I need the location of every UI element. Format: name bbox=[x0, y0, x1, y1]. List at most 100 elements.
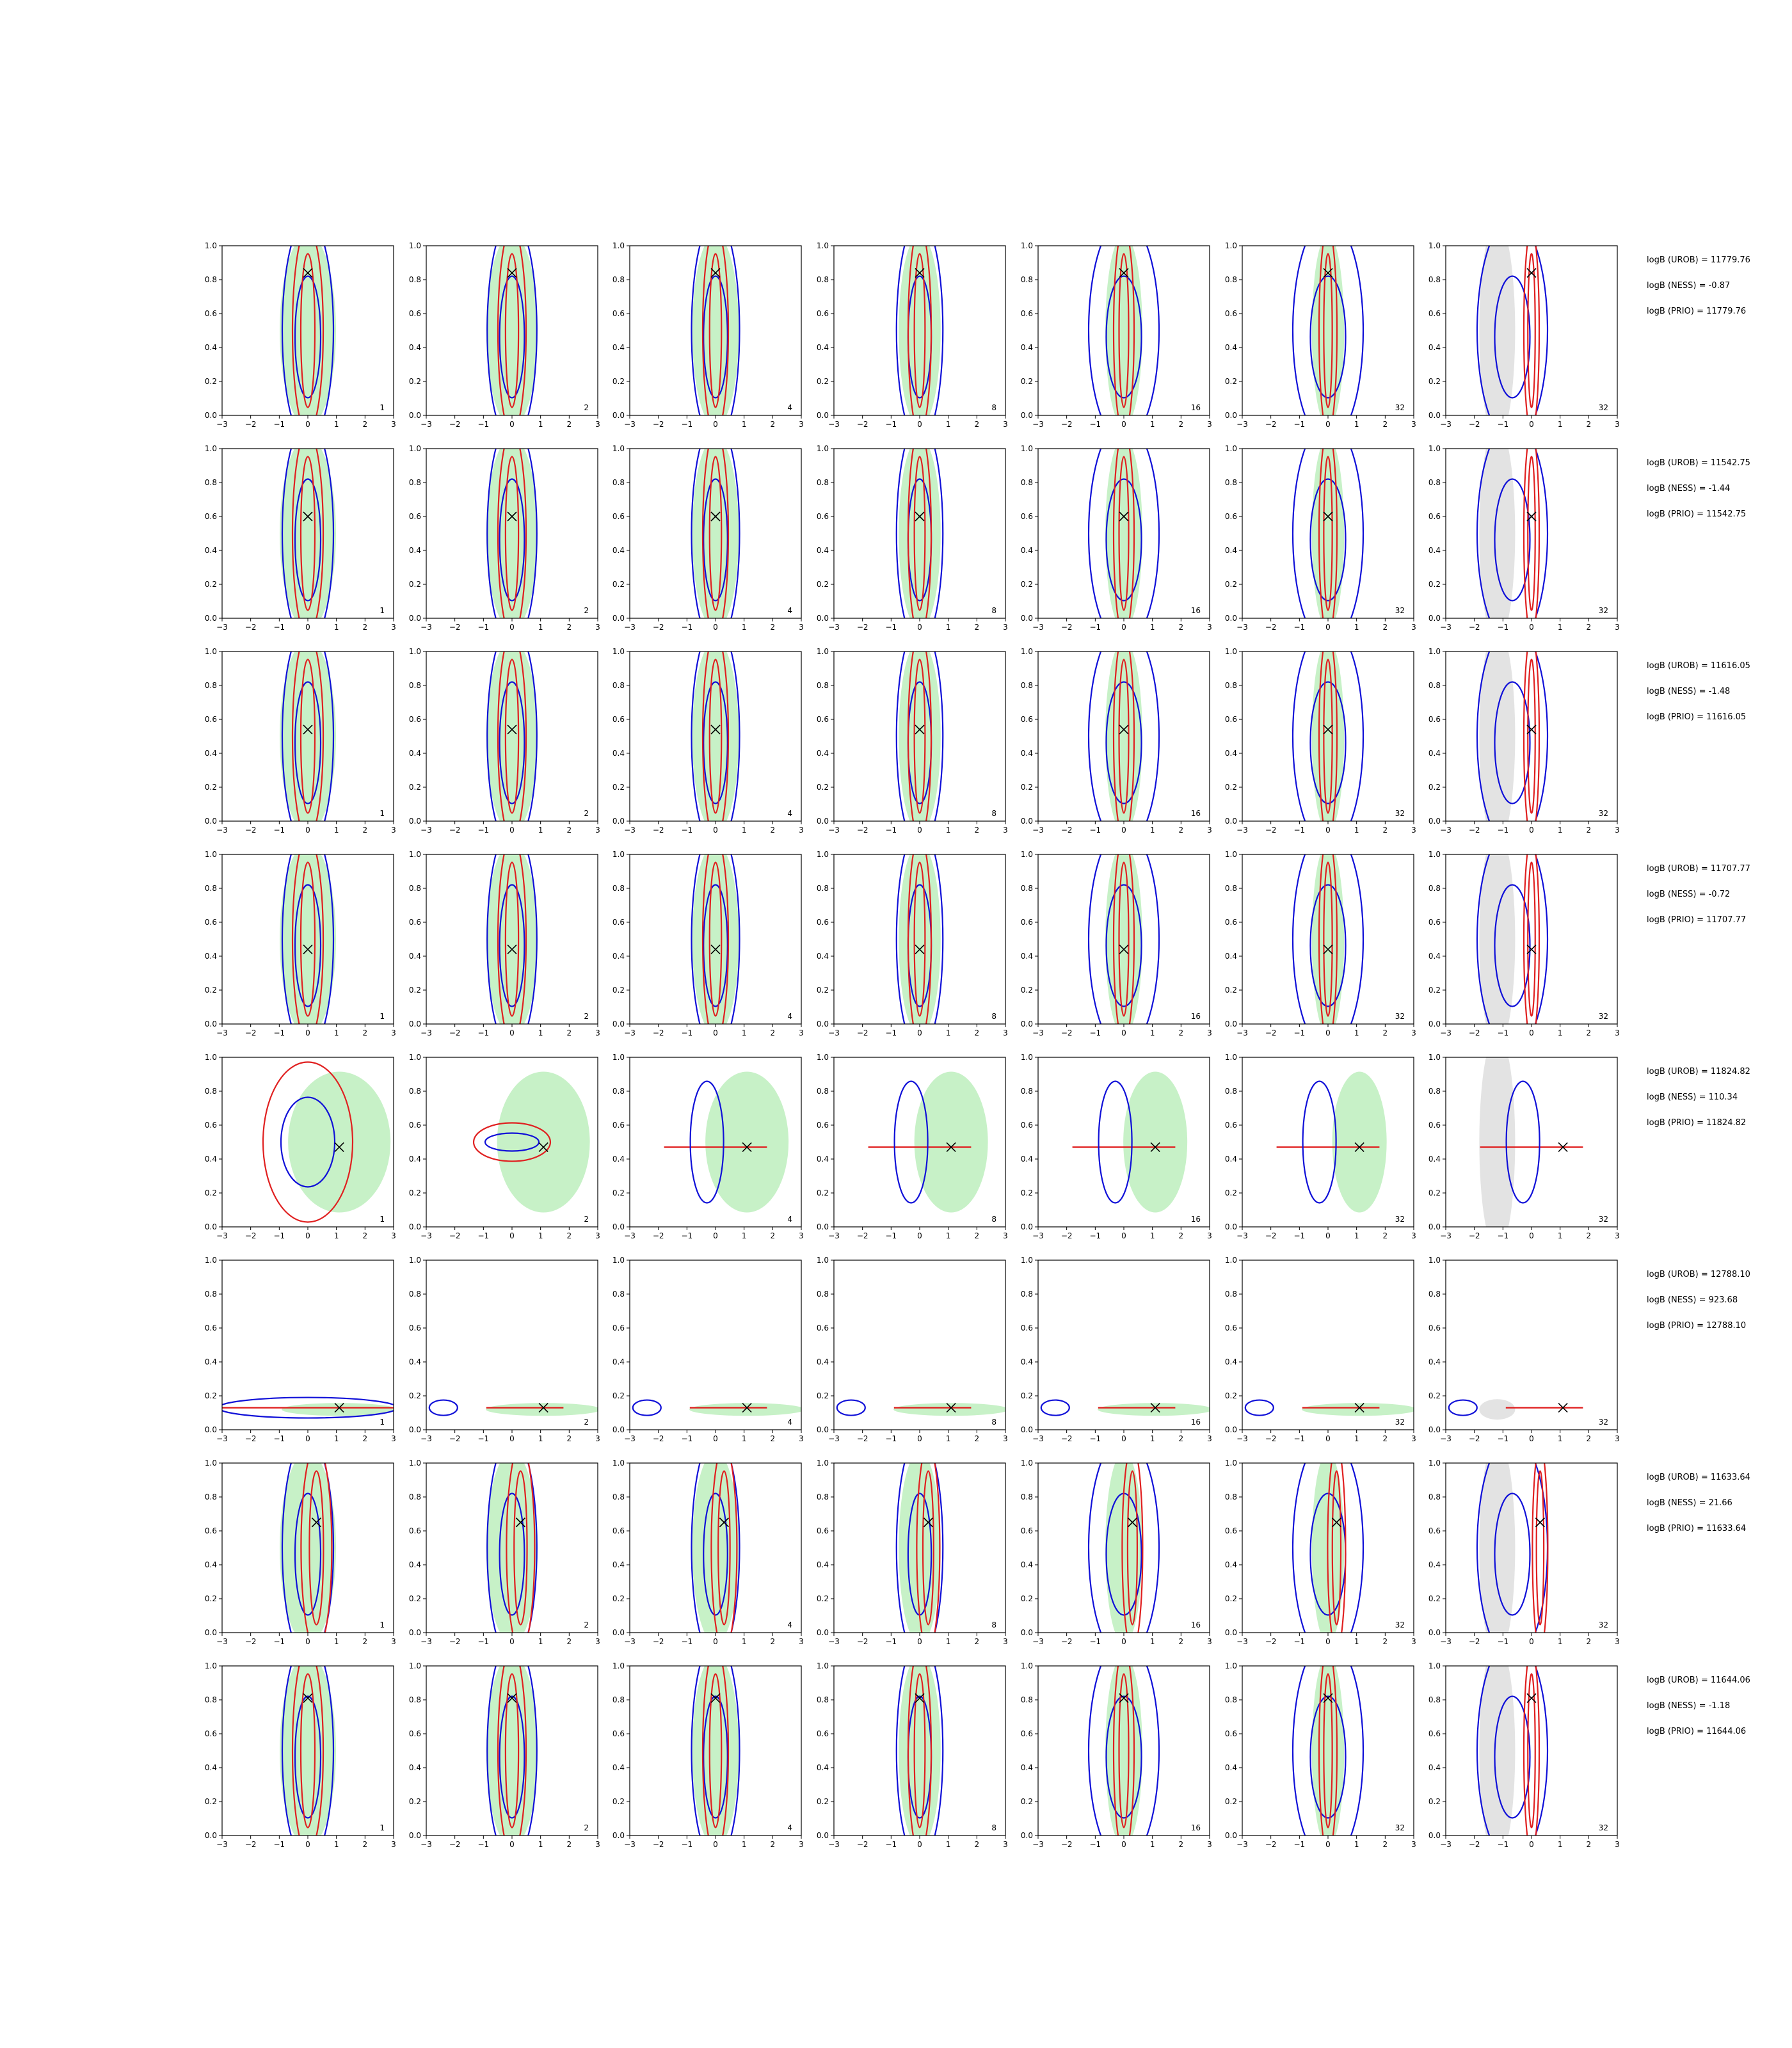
x-tick-label: −1 bbox=[681, 826, 692, 835]
y-tick-label: 1.0 bbox=[612, 647, 625, 656]
panel-size-label: 4 bbox=[787, 606, 792, 615]
x-tick-label: 2 bbox=[567, 420, 572, 429]
y-tick-label: 0.6 bbox=[1225, 1526, 1237, 1535]
blue-contour-inner bbox=[294, 681, 322, 804]
y-tick-label: 0.8 bbox=[1021, 681, 1033, 690]
x-tick-label: −1 bbox=[885, 420, 897, 429]
x-tick-label: −3 bbox=[624, 623, 636, 632]
x-tick-label: 3 bbox=[1411, 1840, 1416, 1849]
y-tick-label: 0.2 bbox=[1225, 1594, 1237, 1603]
y-tick-label: 0.6 bbox=[1225, 715, 1237, 724]
y-tick-label: 0.8 bbox=[1021, 275, 1033, 284]
red-contour-inner bbox=[1118, 1673, 1130, 1828]
plot-area bbox=[1276, 1071, 1387, 1213]
y-tick-label: 0.8 bbox=[1428, 884, 1441, 893]
x-tick-label: 1 bbox=[742, 623, 747, 632]
red-contour-inner bbox=[1527, 659, 1536, 814]
x-tick-label: −2 bbox=[449, 1637, 461, 1646]
y-tick-label: 0.8 bbox=[817, 884, 829, 893]
x-tick-label: 3 bbox=[595, 420, 600, 429]
plot-area bbox=[1087, 246, 1160, 415]
blue-contour-outer bbox=[486, 246, 538, 415]
y-tick-label: 0.2 bbox=[1021, 1391, 1033, 1400]
y-tick-label: 0.2 bbox=[1225, 1797, 1237, 1806]
y-tick-label: 0.4 bbox=[1021, 1155, 1033, 1164]
posterior-density-region bbox=[497, 1071, 590, 1213]
x-tick-label: −1 bbox=[1497, 420, 1508, 429]
y-tick-label: 0.2 bbox=[1021, 1188, 1033, 1197]
posterior-density-region bbox=[692, 1463, 739, 1633]
blue-contour-outer bbox=[281, 1666, 335, 1836]
plot-area bbox=[1476, 1463, 1549, 1633]
x-tick-label: 0 bbox=[713, 420, 718, 429]
plot-area bbox=[1072, 1071, 1188, 1213]
y-tick-label: 0.4 bbox=[1428, 1357, 1441, 1366]
x-tick-label: 1 bbox=[1150, 623, 1155, 632]
y-tick-label: 0.8 bbox=[1428, 681, 1441, 690]
panel-r1-c5: −3 −2 −1 0 1 2 3 0.0 0.2 0.4 0.6 0.8 1.0 16 bbox=[1021, 241, 1212, 429]
plot-area bbox=[895, 1463, 944, 1633]
x-tick-label: 3 bbox=[1615, 1028, 1620, 1037]
y-tick-label: 1.0 bbox=[409, 1053, 421, 1062]
y-tick-label: 0.0 bbox=[1225, 1628, 1237, 1637]
x-tick-label: −3 bbox=[624, 1231, 636, 1240]
x-tick-label: −2 bbox=[449, 1028, 461, 1037]
y-tick-label: 0.6 bbox=[612, 512, 625, 521]
x-tick-label: −2 bbox=[1061, 420, 1073, 429]
x-tick-label: −2 bbox=[1469, 1840, 1480, 1849]
x-tick-label: −1 bbox=[885, 1840, 897, 1849]
x-tick-label: −3 bbox=[1032, 420, 1044, 429]
red-contour-outer bbox=[472, 1122, 552, 1162]
blue-contour-inner bbox=[294, 275, 322, 399]
y-tick-label: 0.0 bbox=[1428, 1425, 1441, 1434]
x-tick-label: 2 bbox=[771, 1231, 776, 1240]
y-tick-label: 1.0 bbox=[1225, 1661, 1237, 1670]
blue-contour-outer bbox=[836, 1399, 866, 1416]
x-tick-label: −3 bbox=[828, 1231, 840, 1240]
panel-r2-c1: −3 −2 −1 0 1 2 3 0.0 0.2 0.4 0.6 0.8 1.0 1 bbox=[205, 444, 396, 632]
panel-size-label: 32 bbox=[1599, 1620, 1608, 1629]
blue-contour-outer bbox=[691, 854, 740, 1024]
y-tick-label: 0.6 bbox=[1428, 309, 1441, 318]
red-contour-outer bbox=[497, 449, 527, 618]
axes-frame bbox=[1445, 651, 1618, 822]
red-contour-outer bbox=[1318, 854, 1338, 1024]
blue-contour-outer bbox=[1087, 854, 1160, 1024]
y-tick-label: 0.0 bbox=[1428, 817, 1441, 826]
plot-area bbox=[1087, 854, 1160, 1024]
x-tick-label: 0 bbox=[1529, 1434, 1534, 1443]
red-contour-inner bbox=[504, 253, 520, 408]
y-tick-label: 0.2 bbox=[1021, 377, 1033, 386]
panel-size-label: 16 bbox=[1191, 1215, 1201, 1224]
x-tick-label: −3 bbox=[1440, 826, 1452, 835]
x-tick-label: −1 bbox=[681, 1434, 692, 1443]
y-tick-label: 1.0 bbox=[1428, 1661, 1441, 1670]
x-tick-label: 3 bbox=[391, 1840, 396, 1849]
y-tick-label: 0.4 bbox=[205, 1763, 217, 1772]
blue-contour-outer bbox=[486, 652, 538, 821]
x-tick-label: 1 bbox=[946, 1840, 951, 1849]
plot-area bbox=[895, 652, 944, 821]
x-tick-label: −1 bbox=[1497, 826, 1508, 835]
axes-frame bbox=[1445, 448, 1618, 619]
blue-contour-outer bbox=[1292, 449, 1364, 618]
true-value-marker bbox=[1558, 1402, 1568, 1413]
y-tick-label: 0.8 bbox=[1225, 478, 1237, 487]
true-value-marker bbox=[1526, 1693, 1537, 1703]
y-tick-label: 0.6 bbox=[1225, 512, 1237, 521]
x-tick-label: −2 bbox=[449, 623, 461, 632]
y-tick-label: 0.0 bbox=[817, 1020, 829, 1028]
panel-size-label: 4 bbox=[787, 1418, 792, 1427]
x-tick-label: −1 bbox=[1497, 1231, 1508, 1240]
red-contour-outer bbox=[1523, 449, 1540, 618]
true-value-marker bbox=[1558, 1142, 1568, 1153]
posterior-density-region bbox=[1302, 1403, 1414, 1416]
x-tick-label: 1 bbox=[1558, 826, 1563, 835]
blue-contour-outer bbox=[281, 1463, 335, 1633]
log-bayes-factor-label: logB (UROB) = 12788.10 bbox=[1647, 1270, 1750, 1279]
x-tick-label: 3 bbox=[1207, 826, 1212, 835]
y-tick-label: 0.0 bbox=[612, 1222, 625, 1231]
log-bayes-factor-label: logB (UROB) = 11824.82 bbox=[1647, 1067, 1750, 1076]
y-tick-label: 0.4 bbox=[409, 343, 421, 352]
y-tick-label: 0.4 bbox=[205, 952, 217, 961]
